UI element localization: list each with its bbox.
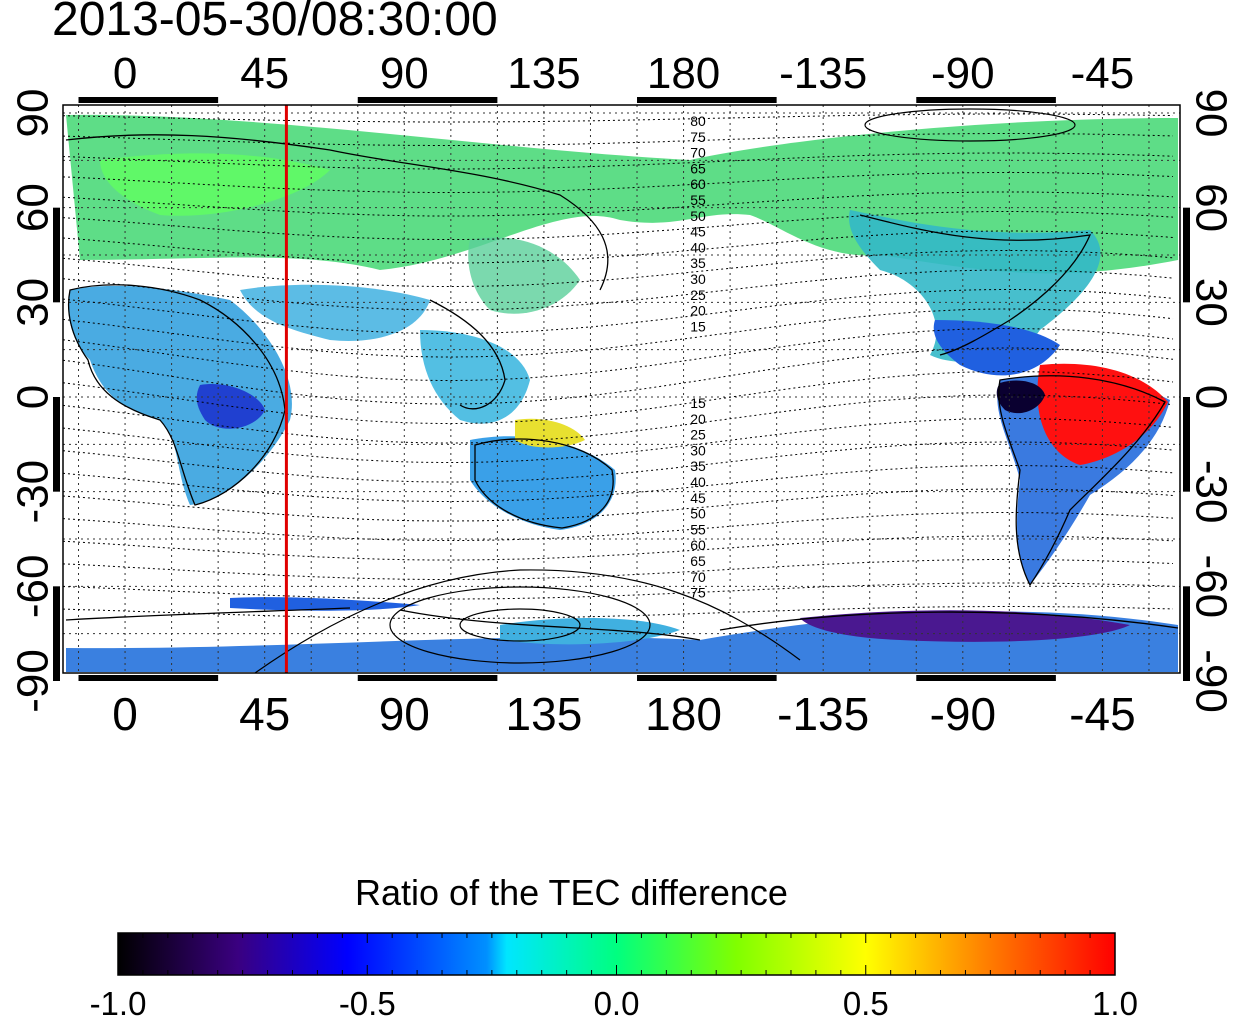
contour-label: 15 — [690, 318, 706, 334]
colorbar-tick-label: 0.0 — [593, 985, 640, 1022]
contour-label: 40 — [690, 239, 706, 255]
contour-label: 70 — [690, 569, 706, 585]
africa-blue-core — [196, 384, 265, 429]
right-lat-label: 60 — [1186, 183, 1235, 232]
africa-data — [68, 285, 292, 505]
magnetic-contours — [63, 108, 1174, 673]
left-lat-label: 60 — [9, 183, 58, 232]
bottom-lon-label: 45 — [239, 688, 290, 740]
contour-label: 35 — [690, 458, 706, 474]
contour-label: 65 — [690, 160, 706, 176]
colorbar-title: Ratio of the TEC difference — [355, 872, 788, 913]
bottom-lon-label: -90 — [930, 688, 996, 740]
contour-label: 35 — [690, 255, 706, 271]
contour-label: 25 — [690, 287, 706, 303]
bottom-lon-label: 180 — [645, 688, 722, 740]
top-lon-label: 135 — [507, 49, 580, 98]
left-lat-label: -60 — [9, 555, 58, 619]
right-lat-label: -60 — [1186, 555, 1235, 619]
colorbar-tick-label: -0.5 — [338, 985, 396, 1022]
bottom-lon-label: 90 — [379, 688, 430, 740]
top-lon-label: 90 — [380, 49, 429, 98]
contour-label: 25 — [690, 427, 706, 443]
right-lat-label: -90 — [1186, 649, 1235, 713]
top-lon-label: 0 — [113, 49, 137, 98]
right-lat-label: 0 — [1186, 385, 1235, 409]
east-asia-data — [468, 237, 580, 314]
right-lat-label: 90 — [1186, 89, 1235, 138]
axis-border-bars — [53, 97, 1190, 681]
contour-label: 15 — [690, 395, 706, 411]
contour-label: 40 — [690, 474, 706, 490]
colorbar-tick-label: 0.5 — [842, 985, 889, 1022]
tec-data-layer — [66, 114, 1178, 672]
south-pacific-strip — [230, 597, 420, 611]
contour-label: 60 — [690, 537, 706, 553]
contour-label: 70 — [690, 145, 706, 161]
map-title: 2013-05-30/08:30:00 — [52, 0, 498, 46]
contour-label: 55 — [690, 521, 706, 537]
map-grid — [63, 105, 1180, 673]
contour-label: 45 — [690, 224, 706, 240]
contour-label: 30 — [690, 442, 706, 458]
australia-top — [515, 418, 585, 448]
top-lon-label: 180 — [647, 49, 720, 98]
top-lon-label: -135 — [779, 49, 867, 98]
contour-label: 20 — [690, 411, 706, 427]
left-lat-label: 0 — [9, 385, 58, 409]
bottom-lon-label: 0 — [112, 688, 138, 740]
colorbar-tick-label: 1.0 — [1092, 985, 1138, 1022]
bottom-lon-label: -45 — [1069, 688, 1135, 740]
top-lon-label: -90 — [931, 49, 995, 98]
contour-label: 50 — [690, 506, 706, 522]
contour-label: 65 — [690, 553, 706, 569]
right-lat-label: 30 — [1186, 278, 1235, 327]
top-lon-label: 45 — [240, 49, 289, 98]
top-lon-label: -45 — [1071, 49, 1135, 98]
north-green-band-2 — [100, 153, 330, 216]
colorbar-tick-label: -1.0 — [89, 985, 147, 1022]
left-lat-label: -90 — [9, 649, 58, 713]
asia-data — [420, 330, 530, 424]
right-lat-label: -30 — [1186, 460, 1235, 524]
contour-label: 75 — [690, 129, 706, 145]
contour-label: 80 — [690, 113, 706, 129]
contour-label: 50 — [690, 208, 706, 224]
contour-label: 20 — [690, 303, 706, 319]
bottom-lon-label: 135 — [506, 688, 583, 740]
left-lat-label: 90 — [9, 89, 58, 138]
australia-data — [470, 436, 616, 530]
south-america-dark — [996, 380, 1045, 414]
contour-label: 45 — [690, 490, 706, 506]
contour-label: 55 — [690, 192, 706, 208]
contour-label: 60 — [690, 176, 706, 192]
bottom-lon-label: -135 — [777, 688, 869, 740]
coastlines — [65, 134, 1179, 641]
plot-frame — [62, 104, 1181, 674]
contour-label: 75 — [690, 585, 706, 601]
north-america-data — [849, 210, 1101, 362]
contour-label: 30 — [690, 271, 706, 287]
left-lat-label: 30 — [9, 278, 58, 327]
left-lat-label: -30 — [9, 460, 58, 524]
antarctica-cyan — [500, 618, 680, 645]
colorbar-ticks — [117, 933, 1116, 975]
